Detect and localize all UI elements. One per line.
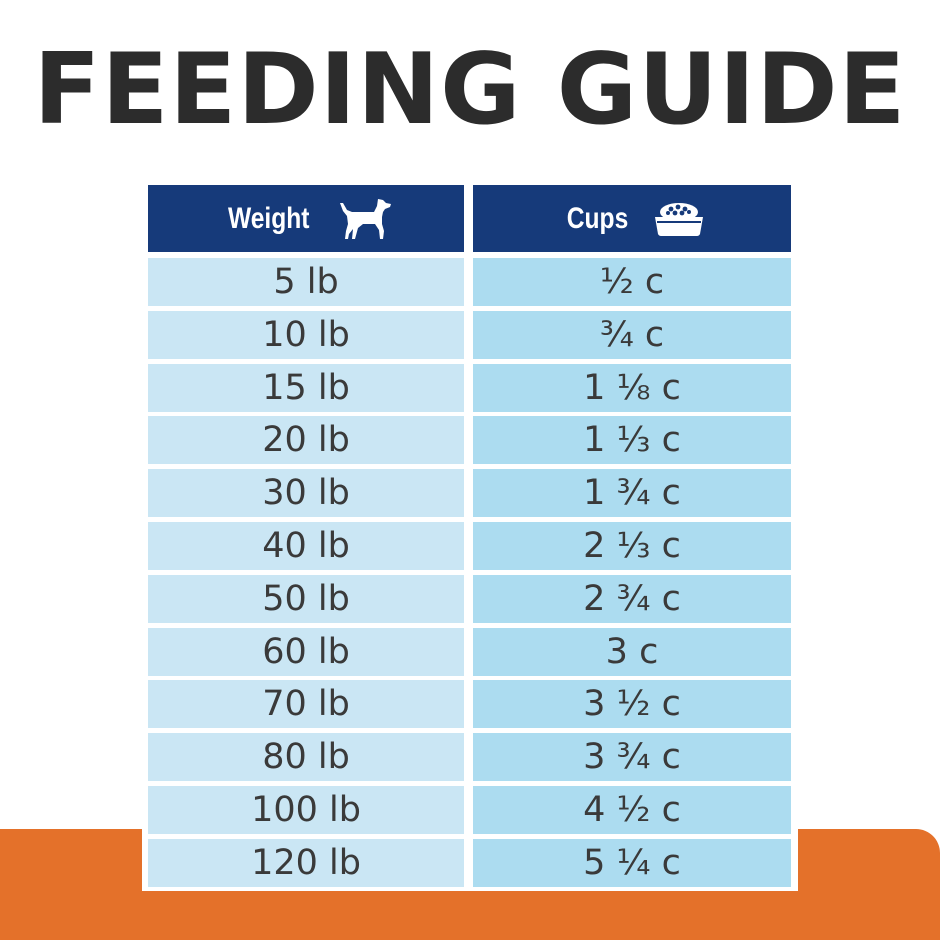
cups-cell: 1 ⅛ c [473, 363, 791, 412]
cups-column-header: Cups [473, 185, 791, 252]
cups-cell: 1 ⅓ c [473, 416, 791, 465]
weight-cell: 70 lb [148, 680, 464, 729]
table-row: 70 lb 3 ½ c [142, 680, 798, 729]
weight-header-label: Weight [228, 201, 310, 235]
weight-cell: 20 lb [148, 416, 464, 465]
weight-cell: 50 lb [148, 574, 464, 623]
table-row: 5 lb ½ c [142, 258, 798, 306]
cups-cell: 1 ¾ c [473, 469, 791, 518]
weight-cell: 30 lb [148, 469, 464, 518]
cups-cell: ½ c [473, 258, 791, 306]
weight-cell: 80 lb [148, 733, 464, 782]
cups-cell: ¾ c [473, 310, 791, 359]
cups-cell: 3 c [473, 627, 791, 676]
page-title: FEEDING GUIDE [33, 33, 907, 147]
table-row: 120 lb 5 ¼ c [142, 838, 798, 887]
table-row: 100 lb 4 ½ c [142, 786, 798, 834]
table-row: 20 lb 1 ⅓ c [142, 416, 798, 465]
weight-cell: 5 lb [148, 258, 464, 306]
table-row: 50 lb 2 ¾ c [142, 574, 798, 623]
table-row: 10 lb ¾ c [142, 310, 798, 359]
dog-icon [339, 198, 391, 239]
weight-cell: 120 lb [148, 838, 464, 887]
weight-cell: 15 lb [148, 363, 464, 412]
feeding-table: Weight Cups 5 lb ½ c 10 lb ¾ c 15 lb 1 ⅛ c 20 … [142, 179, 798, 891]
cups-cell: 5 ¼ c [473, 838, 791, 887]
cups-cell: 2 ⅓ c [473, 522, 791, 570]
cups-header-label: Cups [566, 201, 628, 235]
food-bowl-icon [654, 202, 703, 236]
table-row: 60 lb 3 c [142, 627, 798, 676]
cups-cell: 3 ½ c [473, 680, 791, 729]
table-row: 80 lb 3 ¾ c [142, 733, 798, 782]
table-row: 30 lb 1 ¾ c [142, 469, 798, 518]
weight-cell: 60 lb [148, 627, 464, 676]
cups-cell: 4 ½ c [473, 786, 791, 834]
cups-cell: 2 ¾ c [473, 574, 791, 623]
weight-column-header: Weight [148, 185, 464, 252]
weight-cell: 10 lb [148, 310, 464, 359]
table-row: 40 lb 2 ⅓ c [142, 522, 798, 570]
weight-cell: 100 lb [148, 786, 464, 834]
table-row: 15 lb 1 ⅛ c [142, 363, 798, 412]
cups-cell: 3 ¾ c [473, 733, 791, 782]
weight-cell: 40 lb [148, 522, 464, 570]
